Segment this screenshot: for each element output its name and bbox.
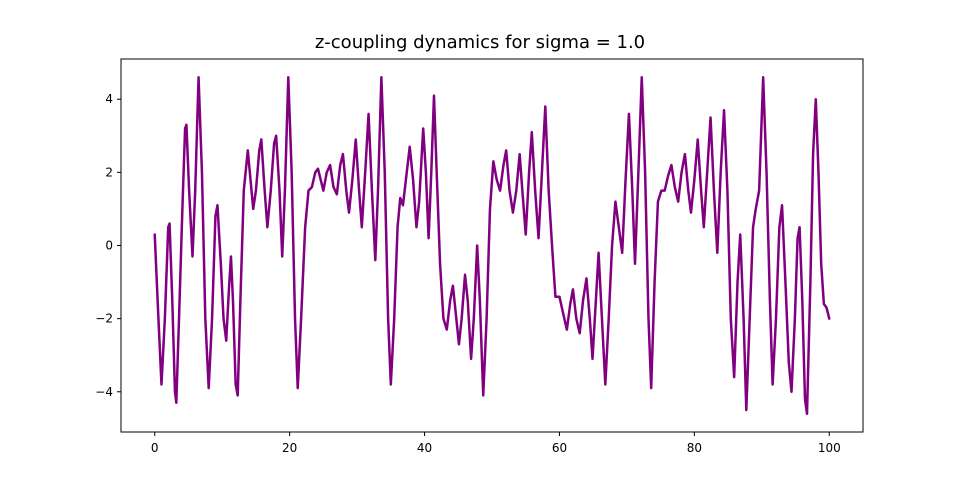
y-tick-label: −4 (95, 385, 113, 399)
y-tick-label: −2 (95, 312, 113, 326)
plot-layer (153, 76, 831, 415)
chart-title: z-coupling dynamics for sigma = 1.0 (315, 32, 645, 53)
x-tick-label: 60 (552, 441, 567, 455)
x-tick-label: 80 (687, 441, 702, 455)
x-axis: 0 20 40 60 80 100 (151, 432, 841, 455)
y-tick-label: 2 (105, 165, 113, 179)
series-line-0 (153, 76, 831, 415)
y-tick-label: 4 (105, 92, 113, 106)
x-tick-label: 20 (282, 441, 297, 455)
x-tick-label: 100 (818, 441, 841, 455)
x-tick-label: 40 (417, 441, 432, 455)
y-tick-label: 0 (105, 239, 113, 253)
x-tick-label: 0 (151, 441, 159, 455)
y-axis: −4 −2 0 2 4 (95, 92, 121, 399)
